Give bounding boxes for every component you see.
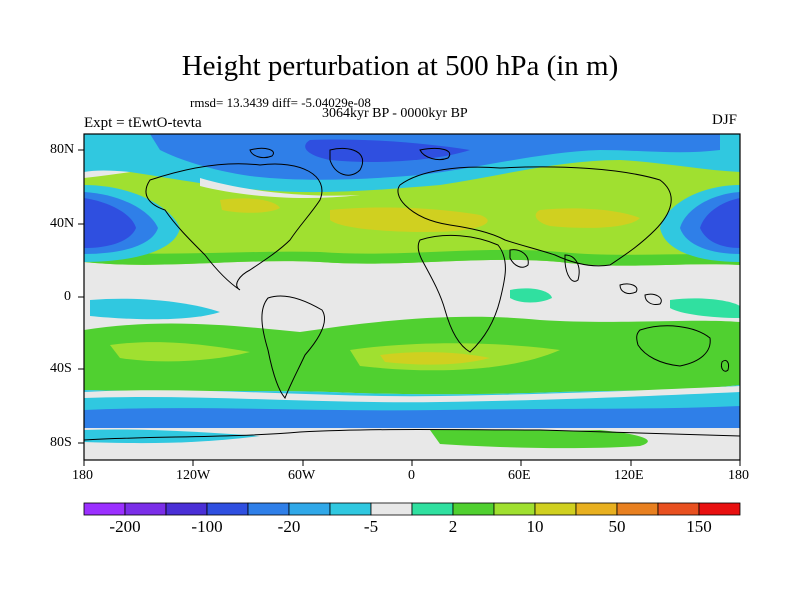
colorbar-label: 10: [526, 517, 544, 536]
lat-label-80n: 80N: [50, 142, 75, 157]
field-tropical-patch-indian: [670, 298, 740, 318]
colorbar-label: -5: [363, 517, 379, 536]
colorbar-swatch: [247, 502, 290, 516]
colorbar-swatch: [370, 502, 413, 516]
colorbar: [83, 502, 741, 516]
colorbar-label: -100: [191, 517, 223, 536]
stats-line: rmsd= 13.3439 diff= -5.04029e-08: [190, 95, 371, 110]
colorbar-label: -20: [277, 517, 301, 536]
field-arctic-deepblue: [305, 139, 470, 162]
colorbar-swatch: [288, 502, 331, 516]
lon-label-120w: 120W: [176, 468, 211, 483]
colorbar-swatch: [575, 502, 618, 516]
field-arctic-white: [200, 178, 360, 199]
colorbar-swatch: [616, 502, 659, 516]
colorbar-label: 2: [448, 517, 458, 536]
period-label: 3064kyr BP - 0000kyr BP: [322, 106, 468, 121]
colorbar-swatch: [124, 502, 167, 516]
field-nh-yellow-core3: [220, 198, 280, 213]
season-label: DJF: [712, 112, 738, 128]
field-npacific-west-deep: [84, 198, 136, 248]
colorbar-swatch: [657, 502, 700, 516]
lon-label-180w: 180: [72, 468, 93, 483]
colorbar-swatch: [206, 502, 249, 516]
lat-label-80s: 80S: [50, 435, 72, 450]
colorbar-label: -200: [109, 517, 141, 536]
field-antarctic-cyan: [84, 429, 260, 444]
lon-label-60e: 60E: [508, 468, 531, 483]
lon-label-120e: 120E: [614, 468, 644, 483]
colorbar-swatch: [698, 502, 741, 516]
field-tropical-patch-pacific: [90, 298, 220, 320]
field-sh-yellow3: [380, 352, 490, 365]
field-sh-blue: [84, 406, 740, 428]
axis-ticks: [78, 149, 741, 466]
lon-label-60w: 60W: [288, 468, 316, 483]
colorbar-swatch: [83, 502, 126, 516]
map-title: Height perturbation at 500 hPa (in m): [181, 50, 619, 82]
colorbar-swatch: [493, 502, 536, 516]
lon-label-0: 0: [408, 468, 415, 483]
colorbar-swatch: [411, 502, 454, 516]
colorbar-swatch: [452, 502, 495, 516]
lon-label-180e: 180: [728, 468, 749, 483]
experiment-label: Expt = tEwtO-tevta: [84, 115, 202, 131]
lat-label-40n: 40N: [50, 216, 75, 231]
colorbar-swatch: [329, 502, 372, 516]
field-sh-yellow: [110, 342, 250, 362]
field-antarctic-green: [430, 429, 648, 449]
colorbar-label: 50: [608, 517, 626, 536]
field-tropical-patch-atlantic: [510, 288, 552, 303]
field-sh-white-gap: [84, 386, 740, 403]
lat-label-40s: 40S: [50, 361, 72, 376]
field-nh-green-rim: [84, 249, 740, 266]
colorbar-label: 150: [686, 517, 712, 536]
coastlines: [84, 147, 740, 441]
field-npacific-east-deep: [700, 198, 740, 248]
field-nh-yellow-core2: [535, 208, 640, 228]
lat-label-0: 0: [64, 289, 71, 304]
colorbar-swatch: [165, 502, 208, 516]
field-nh-yellow-core: [330, 207, 488, 232]
colorbar-swatch: [534, 502, 577, 516]
